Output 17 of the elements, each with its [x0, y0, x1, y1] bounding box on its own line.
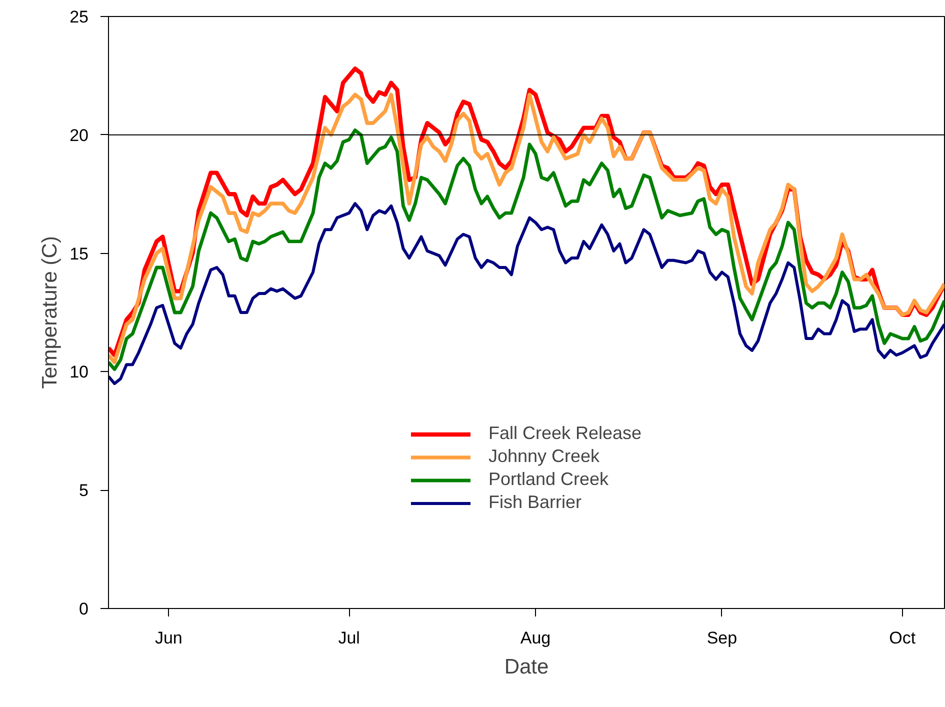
legend-label: Fish Barrier: [488, 492, 582, 513]
y-tick-label: 20: [70, 126, 89, 145]
x-axis-title: Date: [504, 656, 549, 678]
x-tick-label: Sep: [706, 628, 738, 648]
legend-label: Portland Creek: [488, 469, 609, 490]
y-tick-label: 10: [70, 362, 89, 382]
legend-label: Fall Creek Release: [488, 423, 642, 444]
y-tick-label: 0: [79, 600, 89, 618]
x-tick-label: Jun: [154, 628, 182, 648]
legend-label: Johnny Creek: [488, 446, 600, 467]
y-tick-label: 25: [70, 8, 89, 26]
x-tick-label: Aug: [520, 628, 551, 648]
y-axis-title: Temperature (C): [38, 236, 62, 389]
x-tick-label: Oct: [889, 628, 916, 648]
y-tick-label: 15: [70, 244, 89, 264]
y-tick-label: 5: [79, 481, 89, 500]
x-tick-label: Jul: [338, 628, 360, 648]
